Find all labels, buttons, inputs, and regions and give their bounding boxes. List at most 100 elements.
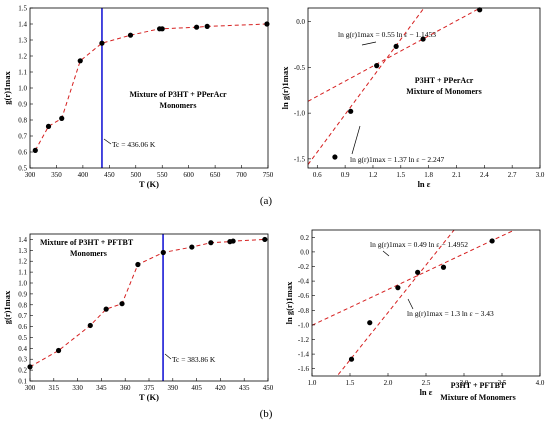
b-left-data-point bbox=[160, 249, 166, 256]
b-right-data-point bbox=[415, 269, 421, 275]
b-left-ytick-label: 0.3 bbox=[18, 356, 27, 364]
a-right-data-point bbox=[393, 43, 399, 50]
b-left-ytick-label: 1.2 bbox=[18, 258, 27, 266]
chart-a-right-title-line1: P3HT + PPerAcr bbox=[415, 76, 474, 85]
b-left-data-point bbox=[189, 244, 195, 250]
chart-a-left-title-line1: Mixture of P3HT + PPerAcr bbox=[129, 90, 227, 99]
b-right-xtick-label: 1.5 bbox=[346, 379, 355, 387]
a-left-xlabel: T (K) bbox=[139, 179, 159, 189]
annotation-pointer bbox=[382, 250, 390, 257]
a-right-xtick-label: 0.6 bbox=[313, 171, 322, 179]
b-left-ylabel: g(r)1max bbox=[2, 290, 12, 324]
b-right-xtick-label: 3.5 bbox=[498, 379, 507, 387]
annotation-pointer bbox=[103, 138, 112, 145]
b-right-ytick-label: -1.2 bbox=[298, 336, 310, 344]
a-right-data-point bbox=[420, 36, 426, 42]
chart-b-left: Mixture of P3HT + PFTBT Monomers Tc = 38… bbox=[2, 233, 274, 402]
a-right-xtick-label: 1.5 bbox=[396, 171, 405, 179]
b-left-ytick-label: 0.4 bbox=[18, 345, 27, 353]
b-left-data-point bbox=[135, 261, 141, 268]
a-left-ytick-label: 1.3 bbox=[18, 37, 27, 45]
a-left-plot-area bbox=[34, 8, 267, 168]
chart-b-right-fit2-label: ln g(r)1max = 1.3 ln ε − 3.43 bbox=[407, 309, 494, 318]
a-right-data-point bbox=[477, 7, 483, 13]
b-left-ytick-label: 0.5 bbox=[18, 334, 27, 342]
b-left-series-line bbox=[30, 238, 265, 368]
chart-a-right: ln g(r)1max = 0.55 ln ε − 1.1453 ln g(r)… bbox=[280, 7, 545, 189]
chart-a-left-title-line2: Monomers bbox=[160, 101, 197, 110]
a-right-xtick-label: 3.0 bbox=[536, 171, 545, 179]
a-left-data-point bbox=[204, 23, 210, 29]
b-left-ytick-label: 1.0 bbox=[18, 280, 27, 288]
a-right-ytick-label: 0.0 bbox=[296, 18, 305, 26]
a-right-ytick-label: -0.5 bbox=[294, 64, 306, 72]
b-left-ytick-label: 0.1 bbox=[18, 378, 27, 386]
a-right-xtick-label: 1.8 bbox=[424, 171, 433, 179]
a-left-data-point bbox=[194, 24, 200, 30]
b-right-ytick-label: -1.4 bbox=[298, 351, 310, 359]
a-right-plot-area bbox=[308, 8, 482, 165]
b-left-data-point bbox=[119, 301, 125, 307]
b-left-axes-frame bbox=[29, 233, 269, 382]
a-right-xtick-label: 1.2 bbox=[369, 171, 378, 179]
b-right-ytick-label: -0.6 bbox=[298, 292, 310, 300]
b-left-ytick-label: 0.9 bbox=[18, 290, 27, 298]
b-right-axes-frame bbox=[311, 229, 541, 377]
b-left-plot-area bbox=[30, 234, 265, 381]
annotation-pointer bbox=[164, 353, 172, 360]
chart-b-right-fit1-label: ln g(r)1max = 0.49 ln ε − 1.4952 bbox=[370, 240, 468, 249]
a-right-ylabel: ln g(r)1max bbox=[280, 66, 290, 109]
b-left-ytick-label: 0.6 bbox=[18, 323, 27, 331]
chart-a-left: Mixture of P3HT + PPerAcr Monomers Tc = … bbox=[2, 5, 274, 190]
b-right-ytick-label: -0.4 bbox=[298, 278, 310, 286]
a-left-ytick-label: 0.5 bbox=[18, 165, 27, 173]
b-right-xtick-label: 2.0 bbox=[384, 379, 393, 387]
a-left-xtick-label: 450 bbox=[104, 171, 115, 179]
a-left-xtick-label: 300 bbox=[25, 171, 36, 179]
a-right-xtick-label: 2.7 bbox=[508, 171, 517, 179]
b-left-data-point bbox=[208, 240, 214, 246]
a-left-xtick-label: 750 bbox=[263, 171, 274, 179]
b-left-xtick-label: 330 bbox=[72, 384, 83, 392]
chart-a-right-title-line2: Mixture of Monomers bbox=[406, 87, 481, 96]
b-left-ytick-label: 1.4 bbox=[18, 236, 27, 244]
b-left-ytick-label: 1.1 bbox=[18, 269, 27, 277]
panel-label-b: (b) bbox=[260, 408, 273, 420]
b-left-xtick-label: 360 bbox=[120, 384, 131, 392]
a-left-ytick-label: 1.5 bbox=[18, 5, 27, 13]
b-left-xlabel: T (K) bbox=[139, 392, 159, 402]
a-left-ytick-label: 1.0 bbox=[18, 85, 27, 93]
b-left-data-point bbox=[262, 236, 268, 243]
annotation-pointer bbox=[361, 41, 377, 46]
b-right-ytick-label: -1.6 bbox=[298, 365, 310, 373]
b-left-ytick-label: 0.2 bbox=[18, 367, 27, 375]
b-left-ytick-label: 0.8 bbox=[18, 301, 27, 309]
b-right-xtick-label: 2.5 bbox=[422, 379, 431, 387]
b-right-data-point bbox=[367, 320, 373, 326]
a-left-xtick-label: 650 bbox=[210, 171, 221, 179]
b-left-xtick-label: 315 bbox=[49, 384, 60, 392]
a-left-xtick-label: 350 bbox=[51, 171, 62, 179]
b-left-xtick-label: 405 bbox=[191, 384, 202, 392]
b-left-data-point bbox=[27, 364, 33, 370]
b-left-data-point bbox=[87, 322, 93, 329]
a-left-data-point bbox=[32, 147, 38, 153]
b-right-data-point bbox=[348, 356, 355, 362]
a-right-fit-line-1 bbox=[308, 8, 482, 102]
a-left-ytick-label: 1.1 bbox=[18, 69, 27, 77]
a-left-data-point bbox=[77, 58, 83, 64]
a-right-xtick-label: 2.4 bbox=[480, 171, 489, 179]
a-left-series-line bbox=[34, 23, 267, 151]
b-right-ytick-label: 0.0 bbox=[300, 248, 309, 256]
b-right-xtick-label: 3.0 bbox=[460, 379, 469, 387]
chart-b-right-title-line1: P3HT + PFTBT bbox=[451, 381, 506, 390]
b-right-data-point bbox=[395, 285, 401, 291]
b-right-plot-area bbox=[312, 230, 516, 376]
annotation-pointer bbox=[407, 298, 414, 310]
chart-b-left-tc-label: Tc = 383.86 K bbox=[172, 355, 216, 364]
b-left-xtick-label: 390 bbox=[168, 384, 179, 392]
b-right-xtick-label: 4.0 bbox=[536, 379, 545, 387]
a-left-data-point bbox=[264, 21, 270, 27]
